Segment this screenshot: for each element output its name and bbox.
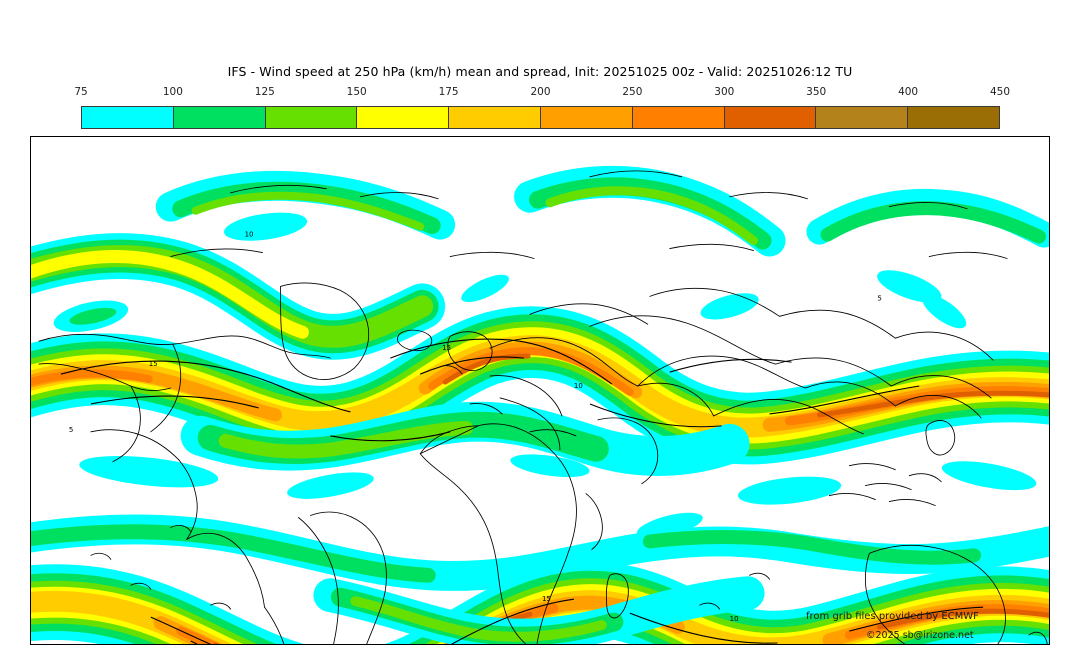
copyright-credit: ©2025 sb@irizone.net: [866, 630, 974, 641]
colorbar-label-9: 400: [898, 86, 919, 98]
colorbar-segment-7: [724, 107, 817, 128]
contour-label: 10: [574, 382, 583, 390]
colorbar-segment-6: [632, 107, 725, 128]
contour-label: 10: [730, 615, 739, 623]
contour-label: 15: [542, 595, 551, 603]
colorbar-segment-4: [449, 107, 541, 128]
colorbar-label-0: 75: [74, 86, 88, 98]
colorbar-label-4: 175: [438, 86, 459, 98]
contour-label: 15: [442, 344, 451, 352]
contour-label: 5: [877, 294, 881, 302]
colorbar: 75 100 125 150 175 200 250 300 350 400 450: [74, 86, 1010, 129]
colorbar-segment-2: [265, 107, 358, 128]
contour-label: 5: [69, 426, 73, 434]
colorbar-scale: [81, 106, 1000, 129]
contour-value-labels: 15 15 10 5 5 5 15 10 5 10: [69, 231, 882, 623]
coastlines: [38, 170, 1048, 644]
colorbar-segment-9: [908, 107, 999, 128]
wind-speed-bands: [31, 165, 1049, 644]
colorbar-segment-0: [82, 107, 174, 128]
contour-label: 10: [245, 231, 254, 239]
colorbar-label-10: 450: [989, 86, 1011, 98]
colorbar-label-1: 100: [162, 86, 183, 98]
page-title: IFS - Wind speed at 250 hPa (km/h) mean …: [227, 64, 853, 79]
colorbar-label-7: 300: [714, 86, 735, 98]
colorbar-segment-1: [173, 107, 266, 128]
grib-source-credit: from grib files provided by ECMWF: [806, 611, 979, 622]
map-frame[interactable]: 15 15 10 5 5 5 15 10 5 10: [30, 136, 1050, 645]
colorbar-label-5: 200: [530, 86, 551, 98]
colorbar-segment-3: [357, 107, 450, 128]
colorbar-segment-5: [540, 107, 633, 128]
colorbar-label-3: 150: [346, 86, 367, 98]
colorbar-label-8: 350: [806, 86, 827, 98]
contour-label: 15: [149, 360, 158, 368]
world-wind-map: 15 15 10 5 5 5 15 10 5 10: [31, 137, 1049, 644]
spread-contours: [60, 338, 984, 644]
colorbar-label-2: 125: [254, 86, 275, 98]
colorbar-labels: 75 100 125 150 175 200 250 300 350 400 450: [74, 86, 1010, 102]
colorbar-segment-8: [816, 107, 909, 128]
colorbar-label-6: 250: [622, 86, 643, 98]
